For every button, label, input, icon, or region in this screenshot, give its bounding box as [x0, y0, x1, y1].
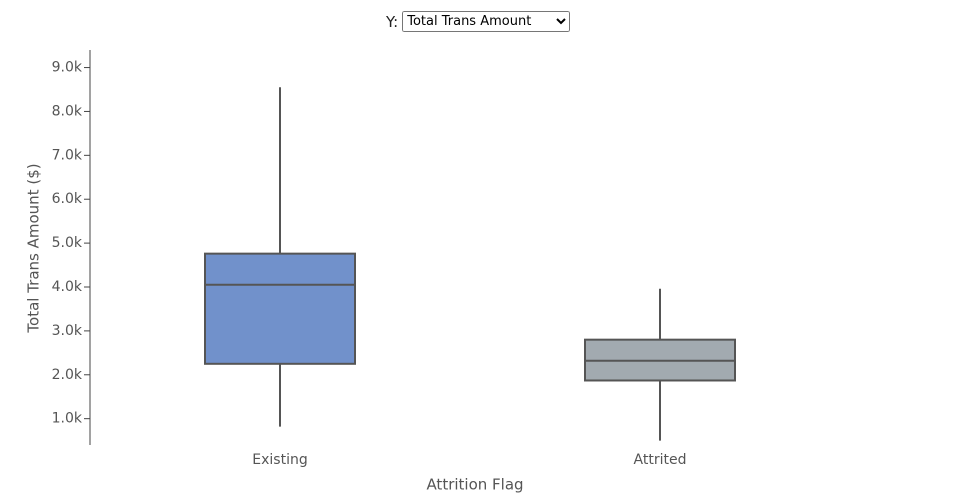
y-tick-label: 9.0k [52, 60, 83, 76]
y-tick-label: 6.0k [52, 191, 83, 207]
y-tick-label: 1.0k [52, 411, 83, 427]
y-tick-label: 3.0k [52, 323, 83, 339]
x-tick-label: Existing [252, 452, 307, 468]
box [204, 252, 356, 365]
y-control: Y: Total Trans Amount [386, 11, 571, 32]
control-label: Y: [386, 12, 399, 31]
x-tick-label: Attrited [634, 452, 687, 468]
y-tick-label: 8.0k [52, 103, 83, 119]
y-tick-label: 7.0k [52, 147, 83, 163]
x-axis-title: Attrition Flag [426, 476, 523, 494]
y-tick-label: 5.0k [52, 235, 83, 251]
y-tick-label: 4.0k [52, 279, 83, 295]
y-axis-title: Total Trans Amount ($) [25, 163, 43, 333]
y-select[interactable]: Total Trans Amount [402, 11, 571, 32]
y-tick-label: 2.0k [52, 367, 83, 383]
